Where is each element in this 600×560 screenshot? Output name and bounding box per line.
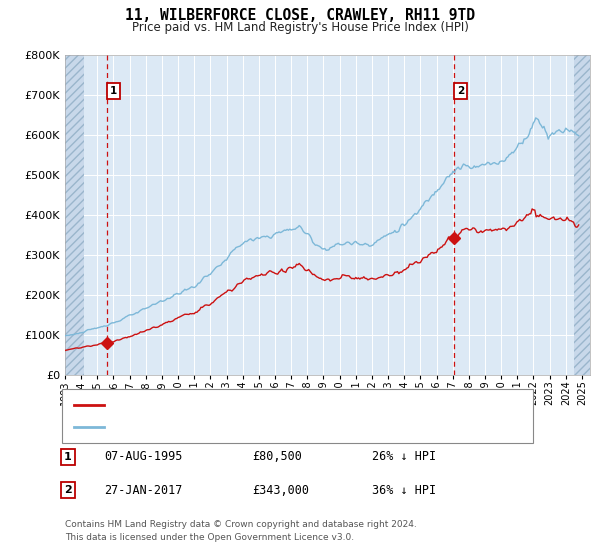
Text: HPI: Average price, detached house, Crawley: HPI: Average price, detached house, Craw… xyxy=(110,422,345,432)
Bar xyxy=(574,55,598,375)
Text: 07-AUG-1995: 07-AUG-1995 xyxy=(104,450,182,464)
Text: 11, WILBERFORCE CLOSE, CRAWLEY, RH11 9TD (detached house): 11, WILBERFORCE CLOSE, CRAWLEY, RH11 9TD… xyxy=(110,400,451,410)
Text: 2: 2 xyxy=(457,86,464,96)
Text: 27-JAN-2017: 27-JAN-2017 xyxy=(104,483,182,497)
Text: 11, WILBERFORCE CLOSE, CRAWLEY, RH11 9TD: 11, WILBERFORCE CLOSE, CRAWLEY, RH11 9TD xyxy=(125,8,475,24)
Text: Contains HM Land Registry data © Crown copyright and database right 2024.
This d: Contains HM Land Registry data © Crown c… xyxy=(65,520,417,542)
Text: 1: 1 xyxy=(110,86,117,96)
Bar xyxy=(65,55,85,375)
Text: £80,500: £80,500 xyxy=(252,450,302,464)
Text: 26% ↓ HPI: 26% ↓ HPI xyxy=(372,450,436,464)
Text: 2: 2 xyxy=(64,485,72,495)
Text: £343,000: £343,000 xyxy=(252,483,309,497)
Text: 36% ↓ HPI: 36% ↓ HPI xyxy=(372,483,436,497)
Text: 1: 1 xyxy=(64,452,72,462)
Text: Price paid vs. HM Land Registry's House Price Index (HPI): Price paid vs. HM Land Registry's House … xyxy=(131,21,469,34)
